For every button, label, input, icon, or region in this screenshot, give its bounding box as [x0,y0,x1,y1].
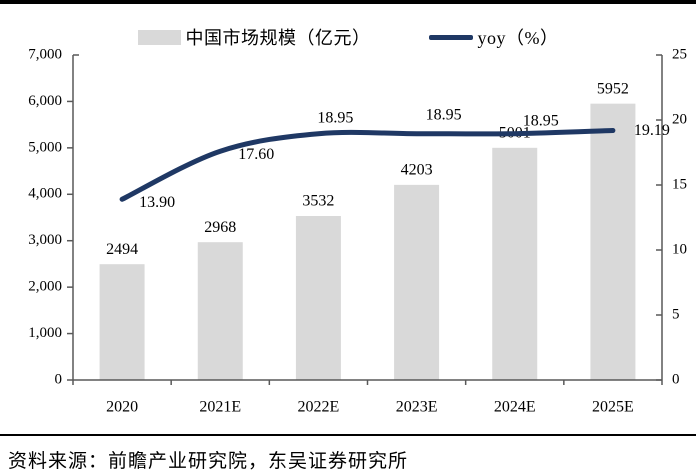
bar-value-label: 2494 [106,241,138,258]
x-axis-label: 2025E [592,399,634,416]
line-series-swatch-icon [428,34,473,40]
legend-item-bar: 中国市场规模（亿元） [137,24,371,50]
y-axis-left-tick-label: 3,000 [28,232,62,248]
y-axis-left-tick-label: 0 [55,371,63,387]
yoy-value-label: 19.19 [634,122,670,139]
legend-bar-label: 中国市场规模（亿元） [185,28,371,48]
x-axis-label: 2024E [494,399,536,416]
top-divider [0,0,696,4]
y-axis-left-tick-label: 1,000 [28,325,62,341]
y-axis-left-tick-label: 2,000 [28,279,62,295]
bar [394,184,440,380]
bar-value-label: 2968 [204,219,236,236]
y-axis-left-tick-label: 5,000 [28,139,62,155]
source-note: 资料来源：前瞻产业研究院，东吴证券研究所 [8,451,409,472]
y-axis-right-tick-label: 10 [672,241,687,257]
bar [492,147,538,380]
y-axis-right-tick-label: 5 [672,306,680,322]
y-axis-left-tick-label: 6,000 [28,93,62,109]
yoy-value-label: 18.95 [317,109,353,126]
footer-divider [0,434,696,436]
bar [295,216,341,380]
bar-value-label: 3532 [302,193,334,210]
bar-value-label: 5952 [597,80,629,97]
bar [590,103,636,381]
combo-chart: 24942968353242035001595201,0002,0003,000… [28,46,687,416]
y-axis-right-tick-label: 0 [672,371,680,387]
yoy-value-label: 17.60 [238,146,274,163]
bar [99,264,145,380]
y-axis-right-tick-label: 20 [672,111,687,127]
y-axis-left-tick-label: 4,000 [28,186,62,202]
x-axis-label: 2021E [199,399,241,416]
yoy-value-label: 18.95 [426,106,462,123]
bar-value-label: 4203 [401,162,433,179]
yoy-value-label: 13.90 [139,194,175,211]
y-axis-left-tick-label: 7,000 [28,46,62,62]
yoy-value-label: 18.95 [523,112,559,129]
yoy-line [119,128,616,202]
legend-line-label: yoy（%） [477,28,559,48]
legend-item-line: yoy（%） [428,24,559,50]
x-axis-label: 2023E [396,399,438,416]
x-axis-label: 2022E [298,399,340,416]
x-axis-label: 2020 [106,399,138,416]
y-axis-right-tick-label: 25 [672,46,687,62]
bar [197,242,243,380]
bar-series-swatch-icon [137,29,181,45]
y-axis-right-tick-label: 15 [672,176,687,192]
chart-legend: 中国市场规模（亿元） yoy（%） [0,24,696,50]
